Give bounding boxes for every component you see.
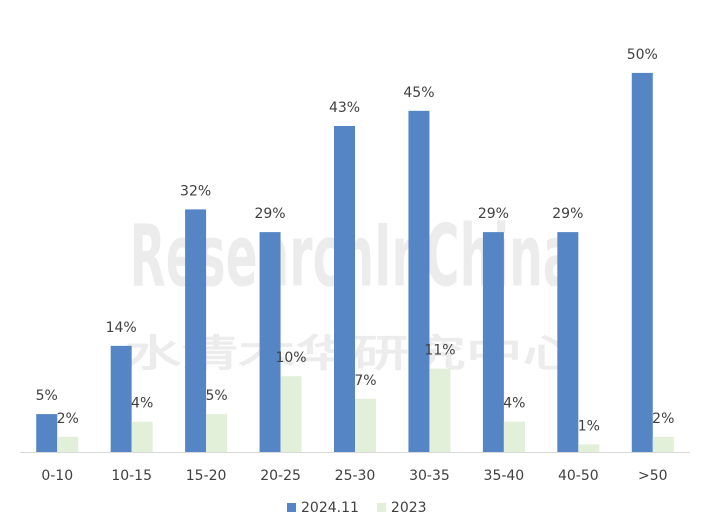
bar (652, 436, 674, 452)
bar (557, 232, 579, 452)
bar (185, 209, 207, 452)
data-label: 32% (180, 183, 211, 199)
x-tick-label: 10-15 (111, 468, 152, 484)
data-label: 2% (57, 411, 79, 427)
bar (259, 232, 281, 452)
x-tick-label: 40-50 (558, 468, 599, 484)
legend-swatch (376, 503, 386, 512)
legend-swatch (287, 503, 296, 512)
x-tick-label: 15-20 (186, 468, 227, 484)
bar (482, 232, 504, 452)
x-tick-label: 30-35 (409, 468, 450, 484)
bar (36, 414, 58, 452)
data-label: 4% (131, 396, 153, 412)
bar (408, 110, 430, 453)
data-label: 45% (403, 85, 434, 101)
bar (280, 376, 302, 452)
data-label: 2% (652, 411, 674, 427)
data-label: 4% (503, 396, 525, 412)
bar (355, 398, 376, 452)
data-label: 11% (424, 343, 455, 359)
x-tick-label: >50 (638, 468, 668, 484)
x-tick-label: 25-30 (335, 468, 376, 484)
bar (57, 436, 79, 452)
data-label: 43% (329, 100, 360, 116)
bar (131, 421, 153, 452)
data-label: 1% (578, 418, 600, 434)
bar (503, 421, 525, 452)
data-label: 50% (627, 47, 658, 63)
bar (429, 368, 451, 452)
data-label: 29% (552, 206, 583, 222)
bar (110, 345, 132, 452)
data-label: 5% (206, 388, 228, 404)
x-tick-label: 20-25 (260, 468, 301, 484)
data-label: 14% (106, 320, 137, 336)
data-label: 29% (478, 206, 509, 222)
data-label: 10% (275, 350, 306, 366)
bar (631, 72, 653, 452)
data-label: 29% (254, 206, 285, 222)
legend-label: 2024.11 (301, 500, 359, 516)
bar (206, 414, 228, 452)
legend-label: 2023 (391, 500, 427, 516)
x-tick-label: 0-10 (41, 468, 73, 484)
data-label: 7% (354, 373, 376, 389)
bar (578, 444, 600, 452)
x-tick-label: 35-40 (484, 468, 525, 484)
bar (334, 125, 355, 453)
data-label: 5% (36, 388, 58, 404)
